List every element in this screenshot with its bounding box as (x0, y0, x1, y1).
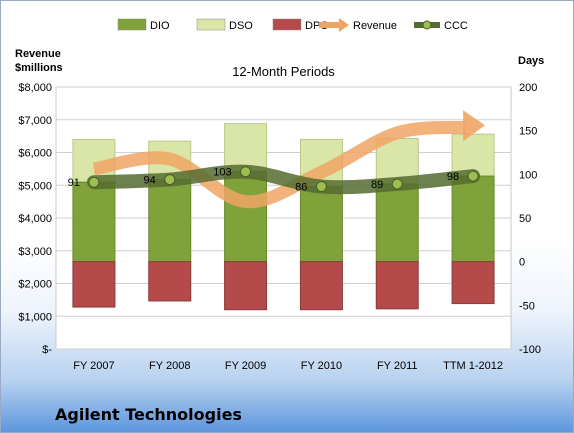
x-tick-label: FY 2007 (73, 360, 114, 372)
y-left-tick-label: $3,000 (18, 246, 52, 258)
y-right-tick-label: 50 (519, 213, 531, 225)
legend-arrowhead-revenue (339, 18, 349, 32)
bar-dpo (451, 261, 495, 305)
bar-dso (224, 123, 268, 173)
chart-title: 12-Month Periods (232, 64, 335, 79)
legend-marker-ccc (422, 20, 432, 30)
legend-swatch-dso (196, 18, 226, 31)
y-right-tick-label: 0 (519, 257, 525, 269)
y-left-tick-label: $6,000 (18, 148, 52, 160)
ccc-marker (391, 178, 403, 190)
y-right-tick-label: 100 (519, 169, 537, 181)
ccc-data-label: 94 (144, 175, 156, 187)
x-tick-label: TTM 1-2012 (443, 360, 503, 372)
bar-dpo (375, 261, 419, 310)
y-left-axis-label: $millions (15, 62, 63, 74)
bar-dio (148, 179, 192, 263)
y-left-tick-label: $5,000 (18, 180, 52, 192)
y-right-tick-label: 200 (519, 82, 537, 94)
bar-dpo (224, 261, 268, 311)
legend-label-revenue: Revenue (353, 20, 397, 32)
y-right-tick-label: -50 (519, 300, 535, 312)
ccc-data-label: 89 (371, 179, 383, 191)
bar-dpo (299, 261, 343, 311)
y-right-axis-label: Days (518, 55, 544, 67)
ccc-marker (164, 174, 176, 186)
y-left-tick-label: $1,000 (18, 311, 52, 323)
ccc-marker (315, 181, 327, 193)
y-left-tick-label: $2,000 (18, 279, 52, 291)
ccc-marker (467, 170, 479, 182)
ccc-data-label: 91 (68, 177, 80, 189)
y-left-axis-label: Revenue (15, 48, 61, 60)
x-tick-label: FY 2009 (225, 360, 266, 372)
revenue-line (92, 120, 466, 209)
bar-dpo (148, 261, 192, 302)
ccc-data-label: 98 (447, 171, 459, 183)
x-tick-label: FY 2008 (149, 360, 190, 372)
ccc-marker (88, 176, 100, 188)
revenue-arrowhead (463, 110, 486, 142)
bar-dpo (72, 261, 116, 308)
legend-label-dio: DIO (150, 20, 170, 32)
bar-dio (72, 181, 116, 263)
y-left-tick-label: $4,000 (18, 213, 52, 225)
ccc-data-label: 86 (295, 182, 307, 194)
x-tick-label: FY 2010 (301, 360, 342, 372)
y-left-tick-label: $- (42, 344, 52, 356)
ccc-data-label: 103 (213, 167, 231, 179)
legend-label-dso: DSO (229, 20, 253, 32)
y-left-tick-label: $7,000 (18, 115, 52, 127)
bar-dio (451, 175, 495, 263)
ccc-line (86, 164, 481, 195)
y-right-tick-label: 150 (519, 126, 537, 138)
company-name: Agilent Technologies (55, 405, 242, 424)
bar-dio (299, 186, 343, 263)
bar-dio (375, 183, 419, 263)
y-right-tick-label: -100 (519, 344, 541, 356)
ccc-marker (240, 166, 252, 178)
bar-dio (224, 171, 268, 263)
legend-swatch-dpo (272, 18, 302, 31)
legend-swatch-dio (117, 18, 147, 31)
legend-label-ccc: CCC (444, 20, 468, 32)
x-tick-label: FY 2011 (377, 360, 418, 372)
y-left-tick-label: $8,000 (18, 82, 52, 94)
